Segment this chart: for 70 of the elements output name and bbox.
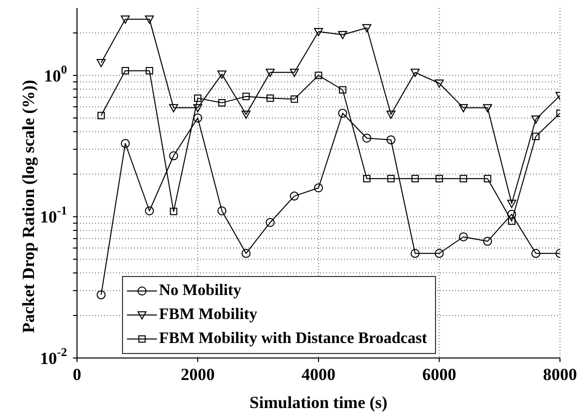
point [458,104,468,112]
point [146,66,154,74]
point [266,218,275,227]
point [242,92,250,100]
point [242,110,251,119]
point [436,174,443,182]
y-tick-label: 10$^{0}$ [44,62,67,86]
point [387,174,395,182]
legend-label: FBM Mobility [159,306,258,324]
point [120,15,130,24]
x-tick-label: 4000 [302,365,336,384]
point [170,208,178,216]
point [122,66,129,74]
point [144,15,154,24]
point [507,200,516,208]
point [169,104,178,112]
point [362,24,372,32]
point [266,94,274,102]
point [531,248,540,258]
point [193,104,202,112]
point [338,108,348,118]
point [508,217,516,225]
point [218,99,226,106]
y-axis-title: Packet Drop Ration (log scale (%)) [19,80,38,333]
point [290,68,299,77]
point [458,232,468,242]
point [194,94,202,102]
legend-label: No Mobility [159,282,242,300]
point [410,68,420,77]
point [434,248,444,258]
point [483,236,492,246]
point [410,248,420,258]
point [362,134,372,143]
point [266,68,275,77]
x-tick-label: 2000 [180,365,215,384]
y-tick-label: 10$^{-1}$ [40,203,67,227]
point [314,72,322,80]
point [217,70,226,79]
x-axis-title: Simulation time (s) [250,393,388,412]
point [314,183,323,192]
point [290,95,298,103]
point [217,206,226,216]
point [507,210,516,219]
point [144,206,154,216]
x-tick-label: 8000 [543,365,577,384]
point [386,110,396,119]
point [96,290,106,300]
legend-label: FBM Mobility with Distance Broadcast [159,330,428,348]
point [532,132,540,140]
point [290,192,299,201]
point [120,138,130,148]
point [193,113,202,122]
point [242,248,251,258]
x-tick-label: 0 [72,365,82,384]
point [460,174,468,182]
point [96,59,106,68]
y-tick-label: 10$^{-2}$ [40,344,67,368]
point [338,31,348,40]
point [434,80,444,88]
point [338,86,346,94]
point [411,174,419,182]
point [483,104,492,112]
point [531,115,540,124]
point [386,135,396,144]
point [314,28,323,36]
point [97,112,105,120]
x-tick-label: 6000 [422,365,456,384]
point [169,151,178,160]
point [363,174,370,182]
point [484,174,492,182]
